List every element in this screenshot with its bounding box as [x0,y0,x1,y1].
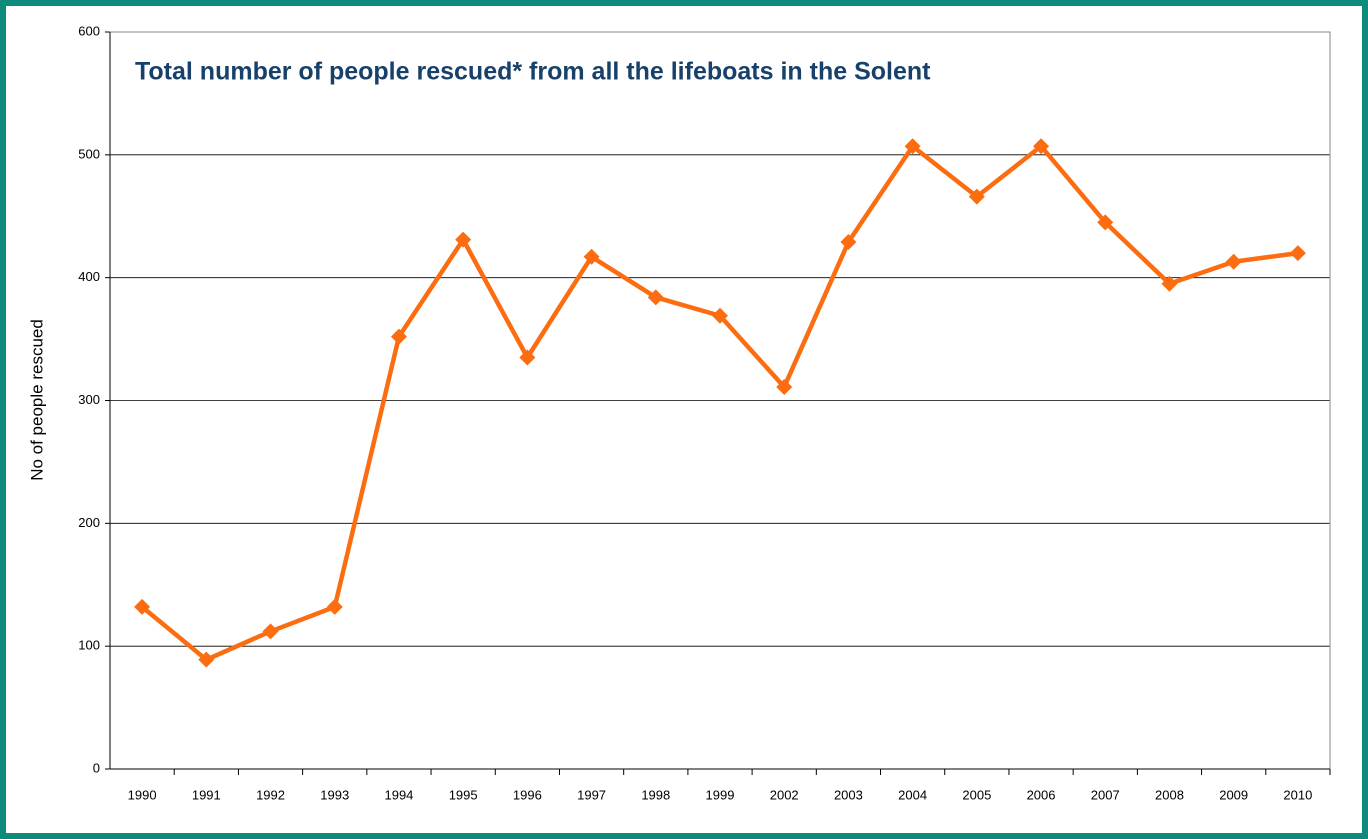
x-tick-label: 2004 [898,787,927,802]
x-tick-label: 2009 [1219,787,1248,802]
x-tick-label: 1995 [449,787,478,802]
x-tick-label: 1991 [192,787,221,802]
x-tick-label: 2003 [834,787,863,802]
y-tick-label: 500 [78,146,100,161]
x-tick-label: 2010 [1283,787,1312,802]
marker [1161,275,1178,292]
marker [647,289,664,306]
chart-title: Total number of people rescued* from all… [135,58,931,86]
marker [326,598,343,615]
marker [712,307,728,324]
x-tick-label: 2008 [1155,787,1184,802]
y-axis-label: No of people rescued [27,319,46,481]
y-tick-label: 300 [78,392,100,407]
x-tick-label: 1998 [641,787,670,802]
x-tick-label: 1999 [706,787,735,802]
x-tick-label: 1996 [513,787,542,802]
x-tick-label: 1992 [256,787,285,802]
marker [1097,214,1114,231]
marker [968,188,985,205]
marker [1033,138,1050,155]
x-tick-label: 2006 [1027,787,1056,802]
marker [134,598,151,615]
marker [519,349,536,366]
marker [583,248,600,265]
marker [840,234,857,251]
marker [390,328,407,345]
y-tick-label: 100 [78,638,100,653]
x-tick-label: 1990 [128,787,157,802]
x-tick-label: 1997 [577,787,606,802]
marker [904,138,921,155]
y-tick-label: 200 [78,515,100,530]
y-tick-label: 400 [78,269,100,284]
y-tick-label: 600 [78,23,100,38]
x-tick-label: 1993 [320,787,349,802]
marker [198,651,215,668]
marker [1225,253,1242,270]
y-tick-label: 0 [93,760,100,775]
x-tick-label: 2002 [770,787,799,802]
x-tick-label: 1994 [384,787,413,802]
x-tick-label: 2005 [962,787,991,802]
marker [455,231,472,248]
x-tick-label: 2007 [1091,787,1120,802]
marker [1289,245,1306,262]
marker [776,378,793,395]
marker [262,623,279,640]
